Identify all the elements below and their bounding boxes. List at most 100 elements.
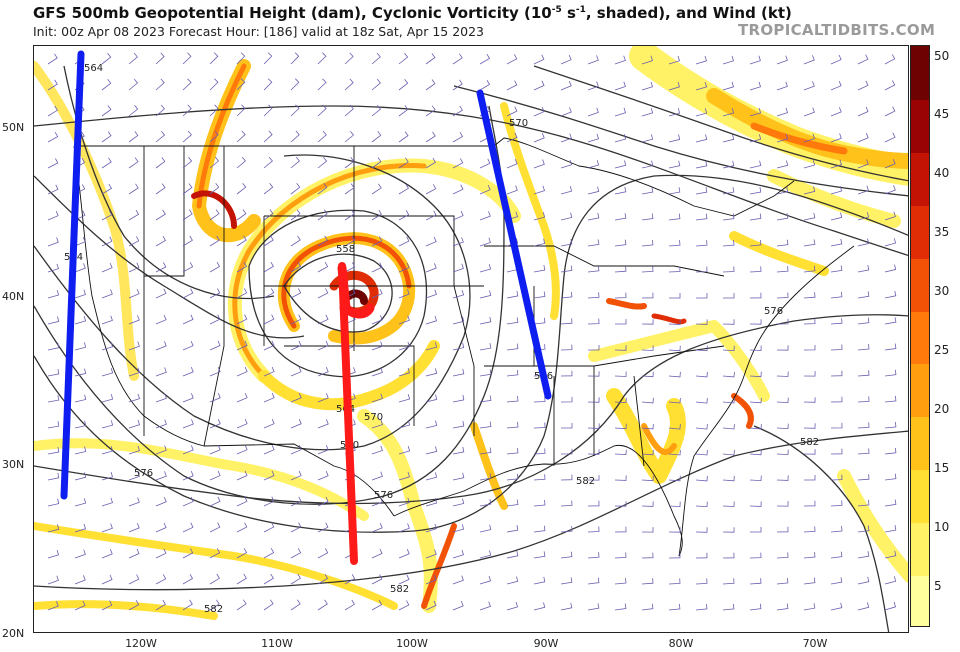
wind-barb xyxy=(47,158,59,169)
wind-barb xyxy=(209,573,220,585)
contour-label: 576 xyxy=(374,490,393,501)
wind-barb xyxy=(533,474,546,481)
wind-barb xyxy=(425,575,437,585)
wind-barb xyxy=(47,184,59,195)
wind-barb xyxy=(695,398,708,404)
wind-barb xyxy=(722,371,735,378)
wind-barb xyxy=(479,473,492,481)
wind-barb xyxy=(587,239,600,247)
wind-barb xyxy=(776,213,789,221)
wind-barb xyxy=(101,549,113,559)
wind-barb xyxy=(587,212,600,221)
wind-barb xyxy=(452,498,465,507)
wind-barb xyxy=(452,131,464,143)
wind-barb xyxy=(776,603,789,611)
wind-barb xyxy=(47,237,59,247)
wind-barb xyxy=(290,314,302,325)
wind-barb xyxy=(290,78,300,91)
wind-barb xyxy=(452,316,465,325)
wind-barb xyxy=(884,54,896,65)
wind-barb xyxy=(155,419,167,429)
contour-label: 582 xyxy=(204,604,223,615)
wind-barb xyxy=(749,475,762,482)
wind-barb xyxy=(695,603,708,611)
wind-barb xyxy=(668,552,681,559)
wind-barb xyxy=(209,104,219,117)
colorbar-label: 45 xyxy=(934,107,950,121)
wind-barb xyxy=(506,447,519,455)
vorticity-colorbar xyxy=(910,45,930,627)
wind-barb xyxy=(182,548,194,559)
wind-barb xyxy=(425,498,438,507)
wind-barb xyxy=(101,157,112,169)
wind-barb xyxy=(263,104,273,117)
colorbar-segment xyxy=(911,46,929,100)
wind-barb xyxy=(290,104,300,117)
wind-barb xyxy=(803,397,816,403)
wind-barb xyxy=(155,574,167,585)
wind-barb xyxy=(776,397,789,404)
wind-barb xyxy=(479,575,491,585)
wind-barb xyxy=(857,396,870,403)
wind-barb xyxy=(803,292,816,299)
wind-barb xyxy=(155,104,165,117)
wind-barb xyxy=(857,264,870,273)
wind-barb xyxy=(641,475,654,482)
wind-barb xyxy=(398,262,410,273)
wind-barb xyxy=(101,367,114,377)
wind-barb xyxy=(776,371,789,377)
wind-barb xyxy=(317,209,328,221)
wind-barb xyxy=(425,600,437,611)
wind-barb xyxy=(722,578,735,585)
wind-barb xyxy=(263,156,273,169)
colorbar-segment xyxy=(911,575,929,626)
wind-barb xyxy=(236,235,247,247)
wind-barb xyxy=(47,549,59,559)
wind-barb xyxy=(371,288,383,299)
wind-barb xyxy=(398,471,411,481)
wind-barb xyxy=(398,131,409,143)
wind-barb xyxy=(506,132,518,143)
wind-barb xyxy=(263,444,275,455)
wind-barb xyxy=(614,345,627,351)
contour-label: 570 xyxy=(509,118,528,129)
wind-barb xyxy=(371,104,382,117)
wind-barb xyxy=(884,550,897,559)
wind-barb xyxy=(479,369,492,377)
wind-barb xyxy=(776,239,789,247)
wind-barb xyxy=(74,446,87,455)
wind-barb xyxy=(236,130,246,143)
wind-barb xyxy=(803,423,816,429)
wind-barb xyxy=(479,290,492,299)
wind-barb xyxy=(425,472,438,481)
wind-barb xyxy=(804,475,816,481)
wind-barb xyxy=(263,235,274,247)
wind-barb xyxy=(101,289,113,299)
wind-barb xyxy=(722,240,735,247)
wind-barb xyxy=(452,575,464,585)
wind-barb xyxy=(668,397,681,404)
wind-barb xyxy=(560,396,573,403)
wind-barb xyxy=(506,185,518,195)
wind-barb xyxy=(506,290,519,299)
colorbar-label: 40 xyxy=(934,166,950,180)
wind-barb xyxy=(344,183,355,195)
wind-barb xyxy=(615,319,627,325)
wind-barb xyxy=(587,160,600,169)
wind-barb xyxy=(722,527,735,533)
wind-barb xyxy=(155,341,167,351)
wind-barb xyxy=(209,599,220,611)
wind-barb xyxy=(47,395,60,403)
wind-barb xyxy=(209,522,221,533)
wind-barb xyxy=(128,104,139,117)
wind-barb xyxy=(560,551,573,559)
wind-barb xyxy=(290,288,302,299)
wind-barb xyxy=(344,262,356,273)
wind-barb xyxy=(668,345,681,352)
wind-barb xyxy=(155,445,167,455)
wind-barb xyxy=(398,315,410,325)
wind-barb xyxy=(182,573,194,585)
wind-barb xyxy=(47,421,60,429)
wind-barb xyxy=(641,552,654,559)
wind-barb xyxy=(209,288,221,299)
